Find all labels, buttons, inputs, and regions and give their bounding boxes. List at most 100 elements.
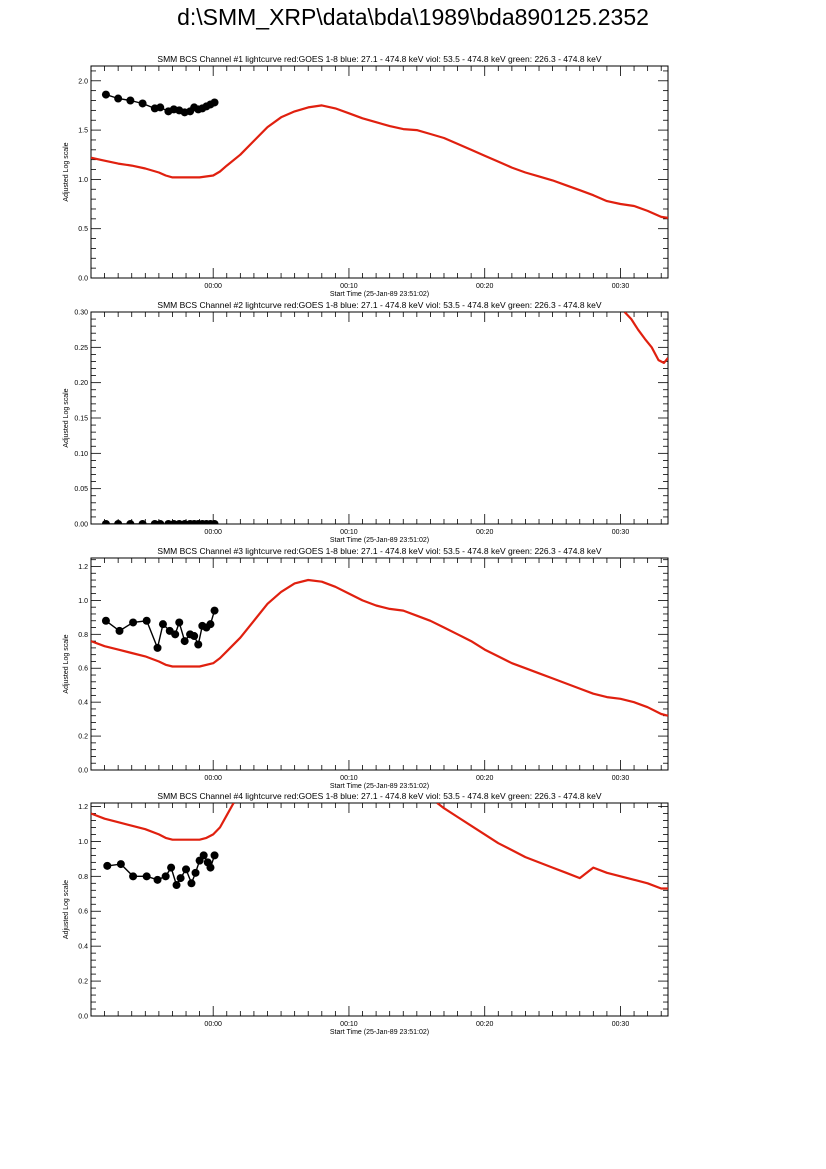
bcs-point <box>103 861 112 870</box>
x-tick-label: 00:20 <box>476 529 494 536</box>
y-tick-label: 1.0 <box>78 598 88 605</box>
y-tick-label: 0.00 <box>74 522 88 529</box>
bcs-point <box>153 875 162 884</box>
x-axis-label: Start Time (25-Jan-89 23:51:02) <box>330 783 429 790</box>
y-tick-label: 0.0 <box>78 768 88 775</box>
bcs-point <box>129 872 138 881</box>
bcs-point <box>171 630 180 639</box>
bcs-point <box>126 96 135 105</box>
y-tick-label: 0.8 <box>78 632 88 639</box>
y-tick-label: 0.25 <box>74 345 88 352</box>
x-tick-label: 00:30 <box>612 283 630 290</box>
y-tick-label: 0.6 <box>78 909 88 916</box>
x-tick-label: 00:30 <box>612 775 630 782</box>
bcs-point <box>114 94 123 103</box>
x-tick-label: 00:10 <box>340 283 358 290</box>
x-tick-label: 00:20 <box>476 283 494 290</box>
bcs-point <box>199 851 208 860</box>
y-tick-label: 0.6 <box>78 666 88 673</box>
plot-data <box>91 578 668 717</box>
x-tick-label: 00:10 <box>340 529 358 536</box>
plot-frame <box>90 311 669 525</box>
bcs-point <box>138 520 147 524</box>
y-tick-label: 0.0 <box>78 276 88 283</box>
bcs-point <box>206 863 215 872</box>
page-title: d:\SMM_XRP\data\bda\1989\bda890125.2352 <box>177 4 649 30</box>
y-tick-label: 0.20 <box>74 380 88 387</box>
panel-3: SMM BCS Channel #3 lightcurve red:GOES 1… <box>63 546 669 790</box>
goes-curve <box>436 803 668 890</box>
y-tick-label: 2.0 <box>78 78 88 85</box>
bcs-point <box>182 865 191 874</box>
y-tick-label: 1.5 <box>78 128 88 135</box>
x-tick-label: 00:00 <box>204 1021 222 1028</box>
y-tick-label: 0.4 <box>78 944 88 951</box>
plot-data <box>101 312 668 524</box>
y-axis-label: Adjusted Log scale <box>63 880 70 939</box>
x-tick-label: 00:30 <box>612 529 630 536</box>
bcs-point <box>191 868 200 877</box>
bcs-point <box>101 90 110 99</box>
bcs-point <box>153 643 162 652</box>
bcs-point <box>210 520 219 524</box>
x-tick-label: 00:00 <box>204 775 222 782</box>
y-axis-label: Adjusted Log scale <box>63 142 70 201</box>
x-tick-label: 00:20 <box>476 1021 494 1028</box>
y-tick-label: 0.0 <box>78 1014 88 1021</box>
plot-frame <box>90 65 669 279</box>
goes-curve <box>91 104 668 219</box>
bcs-point <box>206 620 215 629</box>
bcs-point <box>167 863 176 872</box>
y-tick-label: 0.4 <box>78 700 88 707</box>
bcs-point <box>210 98 219 107</box>
y-tick-label: 0.2 <box>78 734 88 741</box>
x-tick-label: 00:00 <box>204 529 222 536</box>
bcs-point <box>190 632 199 641</box>
panel-2: SMM BCS Channel #2 lightcurve red:GOES 1… <box>63 300 669 544</box>
x-tick-label: 00:10 <box>340 775 358 782</box>
bcs-point <box>101 616 110 625</box>
goes-curve <box>91 578 668 717</box>
y-tick-label: 0.5 <box>78 226 88 233</box>
x-tick-label: 00:00 <box>204 283 222 290</box>
y-tick-label: 0.30 <box>74 310 88 317</box>
x-axis-label: Start Time (25-Jan-89 23:51:02) <box>330 1029 429 1036</box>
x-axis-label: Start Time (25-Jan-89 23:51:02) <box>330 291 429 298</box>
plot-data <box>91 90 668 219</box>
y-tick-label: 0.15 <box>74 416 88 423</box>
y-tick-label: 0.05 <box>74 486 88 493</box>
y-axis-label: Adjusted Log scale <box>63 388 70 447</box>
y-tick-label: 0.2 <box>78 979 88 986</box>
bcs-point <box>142 872 151 881</box>
y-tick-label: 1.0 <box>78 177 88 184</box>
bcs-point <box>126 520 135 524</box>
bcs-point <box>210 606 219 615</box>
bcs-point <box>176 874 185 883</box>
bcs-point <box>210 851 219 860</box>
bcs-point <box>187 879 196 888</box>
y-tick-label: 0.10 <box>74 451 88 458</box>
bcs-point <box>114 520 123 524</box>
panel-title: SMM BCS Channel #3 lightcurve red:GOES 1… <box>157 546 601 556</box>
x-tick-label: 00:10 <box>340 1021 358 1028</box>
goes-curve <box>623 312 668 364</box>
bcs-point <box>172 881 181 890</box>
panel-title: SMM BCS Channel #4 lightcurve red:GOES 1… <box>157 791 601 801</box>
bcs-point <box>175 618 184 627</box>
y-tick-label: 0.8 <box>78 874 88 881</box>
bcs-point <box>129 618 138 627</box>
x-axis-label: Start Time (25-Jan-89 23:51:02) <box>330 537 429 544</box>
plot-frame <box>90 802 669 1017</box>
y-tick-label: 1.2 <box>78 804 88 811</box>
panel-1: SMM BCS Channel #1 lightcurve red:GOES 1… <box>63 54 669 298</box>
bcs-point <box>156 520 165 524</box>
bcs-point <box>156 103 165 112</box>
bcs-point <box>158 620 167 629</box>
bcs-point <box>194 640 203 649</box>
bcs-point <box>115 626 124 635</box>
plot-frame <box>90 557 669 771</box>
bcs-point <box>161 872 170 881</box>
plot-data <box>91 803 668 890</box>
bcs-point <box>116 860 125 869</box>
